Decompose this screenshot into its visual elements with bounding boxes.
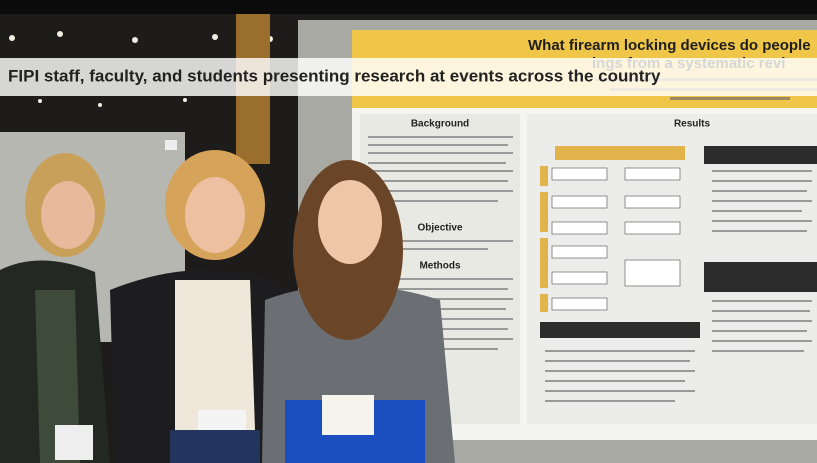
person-middle <box>110 150 290 463</box>
flow-side <box>540 166 548 312</box>
section-heading: Objective <box>417 223 462 234</box>
flowchart <box>551 167 681 311</box>
caption-band <box>0 58 817 96</box>
top-bar <box>0 0 817 14</box>
section-heading: Background <box>411 119 469 130</box>
section-heading: Results <box>674 119 711 130</box>
section-band <box>704 262 817 292</box>
section-heading: Methods <box>419 261 461 272</box>
section-band <box>704 146 817 164</box>
poster-title: What firearm locking devices do people <box>528 37 811 54</box>
flow-header <box>555 146 685 160</box>
panel-label <box>165 140 177 150</box>
person-right <box>262 160 455 463</box>
caption: FIPI staff, faculty, and students presen… <box>8 66 661 85</box>
person-left <box>0 153 110 463</box>
section-band <box>540 322 700 338</box>
